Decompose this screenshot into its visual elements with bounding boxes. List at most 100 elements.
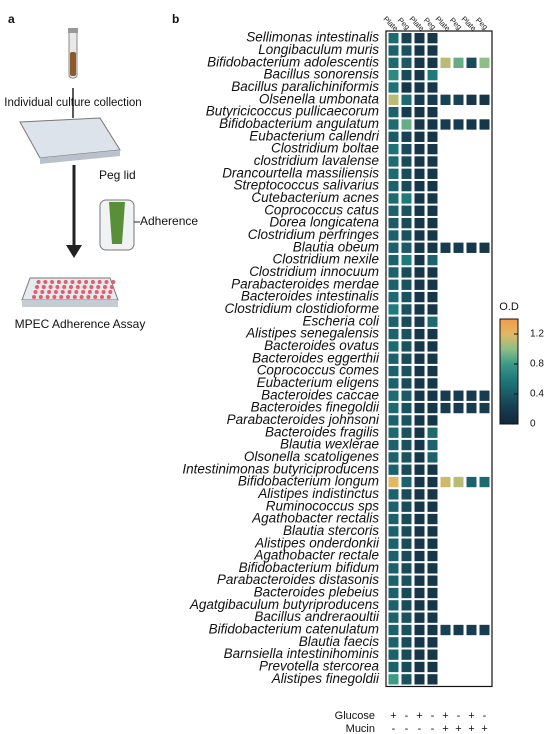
- well-dot: [39, 295, 43, 299]
- heatmap-cell: [428, 539, 438, 549]
- heatmap-cell: [389, 169, 399, 179]
- heatmap-cell: [415, 82, 425, 92]
- heatmap-cell: [428, 613, 438, 623]
- well-dot: [59, 295, 63, 299]
- heatmap-cell: [428, 428, 438, 438]
- well-dot: [73, 295, 77, 299]
- heatmap-cell: [389, 526, 399, 536]
- well-dot: [107, 295, 111, 299]
- heatmap-cell: [428, 563, 438, 573]
- well-dot: [69, 285, 73, 289]
- heatmap: PlatePegPlatePegPlatePegPlatePegSellimon…: [182, 14, 544, 734]
- heatmap-cell: [415, 70, 425, 80]
- heatmap-cell: [480, 391, 490, 401]
- heatmap-cell: [415, 415, 425, 425]
- heatmap-cell: [415, 255, 425, 265]
- well-dot: [95, 290, 99, 294]
- annotation-value: -: [457, 710, 461, 722]
- annotation-value: -: [405, 710, 409, 722]
- heatmap-cell: [428, 477, 438, 487]
- heatmap-cell: [415, 378, 425, 388]
- heatmap-cell: [415, 107, 425, 117]
- heatmap-cell: [402, 304, 412, 314]
- heatmap-cell: [389, 514, 399, 524]
- heatmap-cell: [428, 95, 438, 105]
- well-dot: [62, 285, 66, 289]
- heatmap-cell: [402, 625, 412, 635]
- heatmap-cell: [441, 243, 451, 253]
- heatmap-cell: [389, 230, 399, 240]
- heatmap-cell: [389, 218, 399, 228]
- heatmap-cell: [389, 255, 399, 265]
- heatmap-cell: [467, 391, 477, 401]
- heatmap-cell: [402, 95, 412, 105]
- heatmap-cell: [402, 156, 412, 166]
- heatmap-cell: [441, 391, 451, 401]
- colorbar-tick-label: 0.8: [530, 359, 544, 370]
- colorbar: [500, 319, 518, 424]
- heatmap-cell: [415, 563, 425, 573]
- heatmap-cell: [402, 70, 412, 80]
- heatmap-cell: [428, 82, 438, 92]
- heatmap-cell: [428, 144, 438, 154]
- well-dot: [68, 290, 72, 294]
- heatmap-cell: [454, 95, 464, 105]
- heatmap-cell: [402, 33, 412, 43]
- heatmap-cell: [428, 465, 438, 475]
- heatmap-cell: [402, 107, 412, 117]
- heatmap-cell: [441, 95, 451, 105]
- heatmap-cell: [441, 625, 451, 635]
- heatmap-cell: [402, 477, 412, 487]
- heatmap-cell: [389, 637, 399, 647]
- heatmap-cell: [415, 465, 425, 475]
- well-dot: [47, 290, 51, 294]
- heatmap-cell: [415, 58, 425, 68]
- heatmap-cell: [428, 637, 438, 647]
- heatmap-cell: [454, 477, 464, 487]
- heatmap-cell: [415, 218, 425, 228]
- annotation-value: -: [418, 723, 422, 734]
- well-dot: [40, 290, 44, 294]
- heatmap-cell: [428, 292, 438, 302]
- well-dot: [111, 280, 115, 284]
- heatmap-cell: [428, 650, 438, 660]
- heatmap-cell: [428, 267, 438, 277]
- well-dot: [34, 290, 38, 294]
- heatmap-cell: [415, 230, 425, 240]
- heatmap-cell: [402, 206, 412, 216]
- heatmap-cell: [415, 304, 425, 314]
- heatmap-cell: [389, 465, 399, 475]
- heatmap-cell: [415, 674, 425, 684]
- heatmap-cell: [389, 415, 399, 425]
- heatmap-cell: [428, 218, 438, 228]
- heatmap-cell: [402, 613, 412, 623]
- heatmap-cell: [454, 391, 464, 401]
- heatmap-cell: [415, 144, 425, 154]
- heatmap-cell: [467, 95, 477, 105]
- heatmap-cell: [415, 477, 425, 487]
- colorbar-tick-label: 0.4: [530, 389, 544, 400]
- well-dot: [32, 295, 36, 299]
- heatmap-cell: [415, 452, 425, 462]
- heatmap-cell: [402, 539, 412, 549]
- heatmap-cell: [402, 354, 412, 364]
- heatmap-cell: [402, 280, 412, 290]
- well-dot: [80, 295, 84, 299]
- panel-label: a: [8, 12, 15, 26]
- well-dot: [83, 285, 87, 289]
- heatmap-cell: [428, 440, 438, 450]
- heatmap-cell: [467, 243, 477, 253]
- heatmap-cell: [467, 119, 477, 129]
- heatmap-cell: [415, 440, 425, 450]
- heatmap-cell: [402, 588, 412, 598]
- heatmap-cell: [389, 206, 399, 216]
- heatmap-cell: [415, 181, 425, 191]
- heatmap-cell: [428, 662, 438, 672]
- heatmap-cell: [454, 119, 464, 129]
- heatmap-cell: [389, 156, 399, 166]
- column-label: Peg: [474, 16, 490, 32]
- heatmap-cell: [428, 354, 438, 364]
- heatmap-cell: [389, 576, 399, 586]
- heatmap-cell: [428, 58, 438, 68]
- heatmap-cell: [454, 625, 464, 635]
